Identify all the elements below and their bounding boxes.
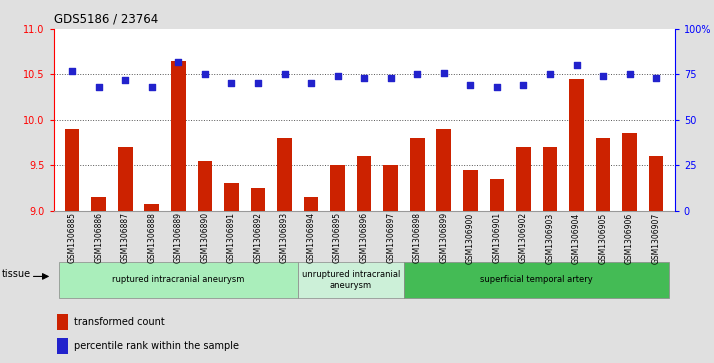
Text: GSM1306895: GSM1306895 (333, 212, 342, 264)
Text: GSM1306904: GSM1306904 (572, 212, 581, 264)
Text: GSM1306900: GSM1306900 (466, 212, 475, 264)
Bar (490, 179, 504, 211)
Text: GSM1306888: GSM1306888 (147, 212, 156, 263)
Text: percentile rank within the sample: percentile rank within the sample (74, 341, 239, 351)
Point (306, 81, 317, 86)
Text: GSM1306891: GSM1306891 (227, 212, 236, 263)
Point (544, 72, 555, 77)
Text: GSM1306889: GSM1306889 (174, 212, 183, 263)
Text: GSM1306887: GSM1306887 (121, 212, 130, 263)
Bar (516, 147, 531, 211)
Text: GSM1306896: GSM1306896 (360, 212, 368, 264)
Point (226, 81, 237, 86)
Point (491, 84, 503, 90)
Point (252, 81, 263, 86)
Text: unruptured intracranial
aneurysm: unruptured intracranial aneurysm (302, 270, 400, 290)
Bar (56, 314, 68, 330)
Point (146, 84, 158, 90)
Text: GSM1306894: GSM1306894 (306, 212, 316, 264)
Text: tissue: tissue (2, 269, 31, 279)
Bar (357, 156, 371, 211)
Text: transformed count: transformed count (74, 317, 165, 327)
Text: GSM1306899: GSM1306899 (439, 212, 448, 264)
Text: GSM1306893: GSM1306893 (280, 212, 289, 264)
Bar (383, 165, 398, 211)
Point (518, 82, 529, 88)
Point (278, 72, 290, 77)
Bar (277, 138, 292, 211)
Text: GSM1306897: GSM1306897 (386, 212, 395, 264)
Bar (118, 147, 133, 211)
Text: GSM1306907: GSM1306907 (652, 212, 660, 264)
Bar (171, 61, 186, 211)
Point (570, 62, 582, 68)
Point (385, 75, 396, 81)
Bar (436, 129, 451, 211)
Bar (623, 133, 637, 211)
Bar (649, 156, 663, 211)
Point (199, 72, 211, 77)
Bar (224, 183, 238, 211)
Text: superficial temporal artery: superficial temporal artery (481, 276, 593, 284)
Bar (144, 204, 159, 211)
Point (465, 82, 476, 88)
Text: GSM1306898: GSM1306898 (413, 212, 422, 263)
Point (358, 75, 370, 81)
Point (650, 75, 662, 81)
Text: GSM1306902: GSM1306902 (519, 212, 528, 264)
Text: GSM1306890: GSM1306890 (201, 212, 209, 264)
Text: ruptured intracranial aneurysm: ruptured intracranial aneurysm (112, 276, 244, 284)
Bar (65, 129, 79, 211)
Bar (463, 170, 478, 211)
Bar (198, 160, 212, 211)
Bar (543, 147, 557, 211)
Bar (303, 197, 318, 211)
Point (173, 59, 184, 65)
Text: GSM1306903: GSM1306903 (545, 212, 555, 264)
Text: GSM1306905: GSM1306905 (598, 212, 608, 264)
Text: GSM1306885: GSM1306885 (68, 212, 76, 263)
Point (93, 84, 104, 90)
Point (624, 72, 635, 77)
FancyBboxPatch shape (59, 262, 298, 298)
Point (119, 77, 131, 83)
Bar (91, 197, 106, 211)
Bar (251, 188, 266, 211)
Text: GSM1306886: GSM1306886 (94, 212, 104, 263)
Bar (331, 165, 345, 211)
Text: GSM1306906: GSM1306906 (625, 212, 634, 264)
Point (411, 72, 423, 77)
FancyBboxPatch shape (404, 262, 670, 298)
Bar (56, 338, 68, 354)
Point (598, 73, 609, 79)
Point (66, 68, 78, 74)
Point (438, 70, 450, 76)
Text: GDS5186 / 23764: GDS5186 / 23764 (54, 13, 158, 26)
Text: GSM1306901: GSM1306901 (493, 212, 501, 264)
Text: GSM1306892: GSM1306892 (253, 212, 263, 263)
FancyBboxPatch shape (298, 262, 404, 298)
Bar (410, 138, 425, 211)
Bar (595, 138, 610, 211)
Point (332, 73, 343, 79)
Bar (569, 79, 584, 211)
